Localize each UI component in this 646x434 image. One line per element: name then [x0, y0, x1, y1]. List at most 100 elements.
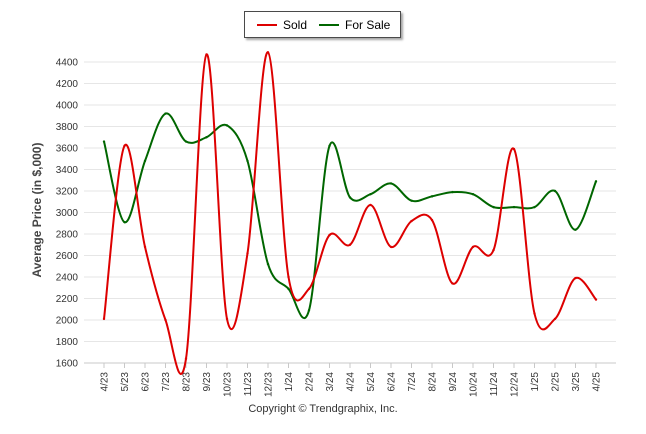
y-tick-label: 3600 [56, 144, 79, 155]
data-point-sold [594, 298, 598, 301]
data-point-for-sale [266, 262, 270, 266]
x-tick-labels: 4/23 5/23 6/23 7/23 8/23 9/23 10/23 11/23 12/23 1… [100, 372, 603, 397]
x-tick-label: 4/23 [100, 372, 111, 392]
y-tick-label: 4400 [56, 58, 79, 69]
x-tick-label: 12/23 [264, 372, 275, 397]
data-point-for-sale [369, 193, 372, 196]
data-point-sold [574, 276, 577, 280]
x-tick-label: 7/24 [407, 372, 418, 392]
x-tick-label: 2/24 [305, 372, 316, 392]
y-tick-label: 3000 [56, 208, 79, 219]
data-point-sold [430, 218, 434, 222]
y-tick-label: 2400 [56, 273, 79, 284]
data-point-sold [389, 245, 393, 249]
series-lines [102, 51, 598, 375]
data-point-for-sale [102, 140, 106, 143]
data-point-for-sale [307, 309, 311, 312]
x-tick-label: 11/24 [489, 372, 500, 397]
data-point-sold [553, 317, 557, 321]
x-tick-label: 11/23 [243, 372, 254, 397]
x-tick-label: 2/25 [551, 372, 562, 392]
data-point-sold [533, 312, 536, 315]
legend-label-for-sale: For Sale [345, 18, 391, 32]
data-point-sold [369, 203, 372, 207]
x-tick-label: 4/24 [346, 372, 357, 392]
axes [84, 362, 616, 368]
y-tick-label: 2800 [56, 230, 79, 241]
y-tick-label: 3800 [56, 122, 79, 133]
data-point-sold [266, 51, 270, 54]
x-tick-label: 8/23 [182, 372, 193, 392]
data-point-for-sale [328, 144, 331, 148]
x-tick-label: 7/23 [161, 372, 172, 392]
data-point-sold [287, 275, 290, 279]
data-point-sold [307, 287, 311, 291]
data-point-for-sale [205, 136, 208, 139]
y-tick-labels: 1600 1800 2000 2200 2400 2600 2800 3000 3200 3400… [56, 58, 79, 370]
y-tick-label: 4200 [56, 79, 79, 90]
data-point-for-sale [410, 199, 413, 202]
x-tick-label: 12/24 [510, 372, 521, 397]
data-point-for-sale [574, 228, 577, 231]
data-point-for-sale [512, 205, 516, 209]
data-point-sold [143, 245, 147, 249]
x-tick-label: 5/23 [120, 372, 131, 392]
y-tick-label: 2000 [56, 316, 79, 327]
data-point-for-sale [451, 190, 454, 194]
data-point-sold [328, 233, 331, 237]
y-tick-label: 2600 [56, 251, 79, 262]
data-point-for-sale [389, 182, 393, 185]
data-point-sold [164, 318, 167, 322]
data-point-sold [348, 243, 352, 246]
data-point-sold [471, 245, 475, 249]
x-tick-label: 6/24 [387, 372, 398, 392]
data-point-for-sale [184, 140, 188, 143]
x-tick-label: 6/23 [141, 372, 152, 392]
x-tick-label: 10/24 [469, 372, 480, 397]
data-point-for-sale [471, 193, 475, 196]
legend-swatch-for-sale [319, 24, 339, 26]
data-point-sold [246, 252, 249, 255]
x-tick-label: 3/24 [325, 372, 336, 392]
data-point-for-sale [164, 112, 167, 115]
x-tick-label: 3/25 [571, 372, 582, 392]
series-line-for-sale [103, 112, 597, 320]
data-point-for-sale [246, 159, 249, 163]
x-tick-label: 5/24 [366, 372, 377, 392]
data-point-for-sale [225, 124, 229, 127]
y-tick-label: 2200 [56, 294, 79, 305]
y-tick-label: 3400 [56, 165, 79, 176]
x-tick-label: 8/24 [428, 372, 439, 392]
data-point-for-sale [430, 195, 434, 198]
data-point-for-sale [287, 287, 290, 291]
y-tick-label: 1600 [56, 359, 79, 370]
data-point-for-sale [348, 196, 352, 199]
data-point-for-sale [492, 205, 495, 209]
data-point-sold [225, 317, 229, 321]
y-axis-label: Average Price (in $,000) [30, 142, 44, 278]
data-point-sold [512, 147, 516, 151]
data-point-for-sale [533, 205, 536, 209]
data-point-for-sale [553, 189, 557, 193]
data-point-sold [410, 219, 413, 223]
y-tick-label: 3200 [56, 187, 79, 198]
x-tick-label: 10/23 [223, 372, 234, 397]
series-line-sold [103, 51, 597, 375]
legend: Sold For Sale [244, 11, 401, 38]
x-tick-label: 1/25 [530, 372, 541, 392]
x-tick-label: 4/25 [592, 372, 603, 392]
x-tick-label: 9/23 [202, 372, 213, 392]
data-point-sold [492, 248, 495, 252]
data-point-sold [184, 357, 188, 360]
legend-label-sold: Sold [283, 18, 308, 32]
x-tick-label: 9/24 [448, 372, 459, 392]
data-point-sold [102, 317, 106, 321]
data-point-sold [123, 144, 126, 148]
y-tick-label: 4000 [56, 101, 79, 112]
copyright-footer: Copyright © Trendgraphix, Inc. [248, 403, 398, 415]
data-point-for-sale [123, 220, 126, 224]
data-point-for-sale [594, 180, 598, 183]
legend-swatch-sold [257, 24, 277, 26]
y-tick-label: 1800 [56, 337, 79, 348]
